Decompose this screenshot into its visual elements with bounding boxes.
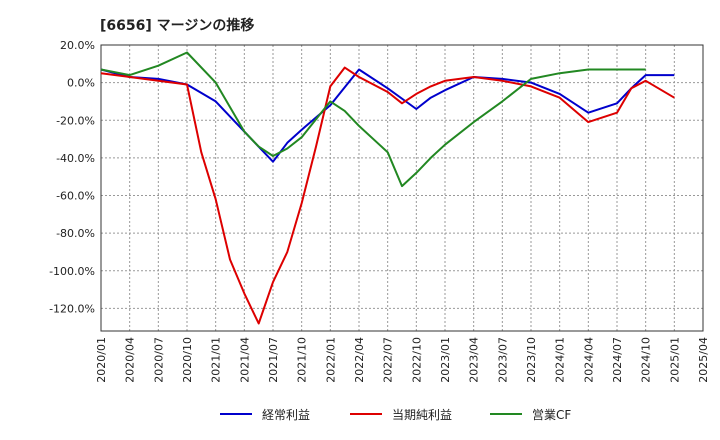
legend: 経常利益 当期純利益 営業CF (220, 408, 571, 422)
legend-label: 当期純利益 (392, 408, 452, 422)
y-tick-label: 0.0% (67, 77, 95, 90)
x-tick-label: 2020/01 (95, 337, 108, 383)
legend-label: 経常利益 (262, 408, 310, 422)
x-tick-label: 2023/07 (496, 337, 509, 383)
x-tick-label: 2022/10 (410, 337, 423, 383)
x-tick-label: 2021/04 (238, 337, 251, 383)
y-tick-label: -100.0% (49, 265, 95, 278)
y-tick-label: -40.0% (56, 152, 95, 165)
x-tick-label: 2022/07 (382, 337, 395, 383)
series-line-1 (100, 68, 675, 163)
x-tick-label: 2023/10 (525, 337, 538, 383)
x-tick-label: 2021/10 (296, 337, 309, 383)
x-tick-label: 2021/07 (267, 337, 280, 383)
x-tick-label: 2024/07 (611, 337, 624, 383)
y-tick-label: -20.0% (56, 114, 95, 127)
plot-frame (100, 44, 704, 332)
x-tick-label: 2024/01 (554, 337, 567, 383)
y-tick-label: 20.0% (60, 39, 95, 52)
legend-label: 営業CF (532, 408, 571, 422)
x-tick-label: 2023/01 (439, 337, 452, 383)
x-tick-label: 2024/04 (582, 337, 595, 383)
x-tick-label: 2024/10 (640, 337, 653, 383)
x-tick-label: 2023/04 (468, 337, 481, 383)
x-tick-label: 2022/04 (353, 337, 366, 383)
x-tick-label: 2022/01 (324, 337, 337, 383)
series-layer (100, 51, 675, 325)
x-tick-label: 2020/07 (152, 337, 165, 383)
x-tick-label: 2021/01 (210, 337, 223, 383)
y-tick-label: -60.0% (56, 190, 95, 203)
chart-title: [6656] マージンの推移 (100, 17, 254, 34)
series-line-2 (100, 66, 675, 325)
x-tick-label: 2020/04 (124, 337, 137, 383)
x-tick-label: 2020/10 (181, 337, 194, 383)
grid-layer (100, 44, 704, 331)
series-line-3 (100, 51, 646, 188)
y-axis-ticks: 20.0% 0.0% -20.0% -40.0% -60.0% -80.0% -100.0%… (49, 39, 95, 315)
y-tick-label: -80.0% (56, 227, 95, 240)
x-tick-label: 2025/01 (668, 337, 681, 383)
x-axis-ticks: 2020/01 2020/04 2020/07 2020/10 2021/01 2021/… (95, 337, 710, 383)
y-tick-label: -120.0% (49, 302, 95, 315)
x-tick-label: 2025/04 (697, 337, 710, 383)
